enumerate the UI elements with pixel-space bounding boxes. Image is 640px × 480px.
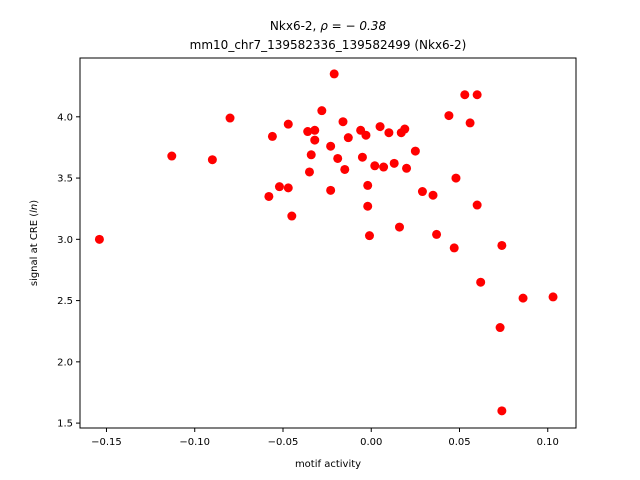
data-point bbox=[326, 185, 336, 195]
title-rho: ρ = − 0.38 bbox=[320, 19, 386, 33]
data-point bbox=[444, 111, 454, 121]
y-tick-label: 1.5 bbox=[57, 419, 73, 430]
chart-title-line2: mm10_chr7_139582336_139582499 (Nkx6-2) bbox=[190, 38, 467, 52]
x-axis-ticks: −0.15 −0.10 −0.05 0.00 0.05 0.10 bbox=[91, 428, 559, 448]
data-point bbox=[472, 90, 482, 100]
y-tick-label: 3.0 bbox=[57, 235, 73, 246]
data-point bbox=[283, 119, 293, 129]
x-tick-label: −0.15 bbox=[91, 437, 122, 448]
data-point bbox=[375, 122, 385, 132]
data-point bbox=[264, 191, 274, 201]
y-axis-ticks: 1.5 2.0 2.5 3.0 3.5 4.0 bbox=[57, 112, 80, 430]
data-point bbox=[400, 124, 410, 134]
data-point bbox=[384, 128, 394, 138]
y-axis-label: signal at CRE (ln) bbox=[29, 200, 40, 286]
data-point bbox=[303, 127, 313, 137]
data-point bbox=[283, 183, 293, 193]
data-point bbox=[379, 162, 389, 172]
data-point bbox=[472, 200, 482, 210]
data-point bbox=[363, 180, 373, 190]
x-tick-label: 0.00 bbox=[360, 437, 382, 448]
y-tick-label: 2.5 bbox=[57, 296, 73, 307]
data-point bbox=[326, 141, 336, 151]
data-point bbox=[389, 158, 399, 168]
chart-title-line1: Nkx6-2, ρ = − 0.38 bbox=[270, 19, 387, 33]
data-point bbox=[497, 406, 507, 416]
y-tick-label: 2.0 bbox=[57, 357, 73, 368]
data-point bbox=[449, 243, 459, 253]
data-point bbox=[432, 229, 442, 239]
y-tick-label: 3.5 bbox=[57, 174, 73, 185]
axes-frame bbox=[79, 57, 577, 429]
data-point bbox=[304, 167, 314, 177]
data-point bbox=[329, 69, 339, 79]
x-axis-label: motif activity bbox=[295, 459, 361, 470]
data-point bbox=[167, 151, 177, 161]
data-point bbox=[476, 277, 486, 287]
data-point bbox=[333, 153, 343, 163]
data-point bbox=[94, 234, 104, 244]
data-point bbox=[317, 106, 327, 116]
data-point bbox=[310, 125, 320, 135]
data-point bbox=[451, 173, 461, 183]
data-point bbox=[363, 201, 373, 211]
data-point bbox=[310, 135, 320, 145]
x-tick-label: 0.05 bbox=[448, 437, 470, 448]
y-axis-label-suffix: ) bbox=[29, 200, 40, 204]
data-point bbox=[343, 133, 353, 143]
y-axis-label-italic: ln bbox=[29, 204, 40, 213]
y-axis-label-prefix: signal at CRE ( bbox=[29, 213, 40, 286]
data-point bbox=[267, 131, 277, 141]
title-gene: Nkx6-2, bbox=[270, 19, 320, 33]
data-point bbox=[338, 117, 348, 127]
data-point bbox=[465, 118, 475, 128]
data-point bbox=[364, 231, 374, 241]
data-point bbox=[357, 152, 367, 162]
data-point bbox=[410, 146, 420, 156]
data-point bbox=[287, 211, 297, 221]
data-point bbox=[518, 293, 528, 303]
plot-area: −0.15 −0.10 −0.05 0.00 0.05 0.10 1.5 2.0 2.5 3.0… bbox=[57, 57, 577, 448]
y-tick-label: 4.0 bbox=[57, 112, 73, 123]
data-point bbox=[428, 190, 438, 200]
data-point bbox=[207, 155, 217, 165]
data-point bbox=[402, 163, 412, 173]
data-point bbox=[306, 150, 316, 160]
data-point bbox=[495, 323, 505, 333]
data-point bbox=[274, 182, 284, 192]
data-point bbox=[548, 292, 558, 302]
data-point bbox=[394, 222, 404, 232]
data-point bbox=[361, 130, 371, 140]
data-point bbox=[370, 161, 380, 171]
data-point bbox=[497, 240, 507, 250]
data-points bbox=[94, 69, 558, 416]
data-point bbox=[460, 90, 470, 100]
x-tick-label: −0.05 bbox=[268, 437, 299, 448]
data-point bbox=[417, 187, 427, 197]
x-tick-label: −0.10 bbox=[179, 437, 210, 448]
data-point bbox=[340, 164, 350, 174]
data-point bbox=[225, 113, 235, 123]
x-tick-label: 0.10 bbox=[537, 437, 559, 448]
